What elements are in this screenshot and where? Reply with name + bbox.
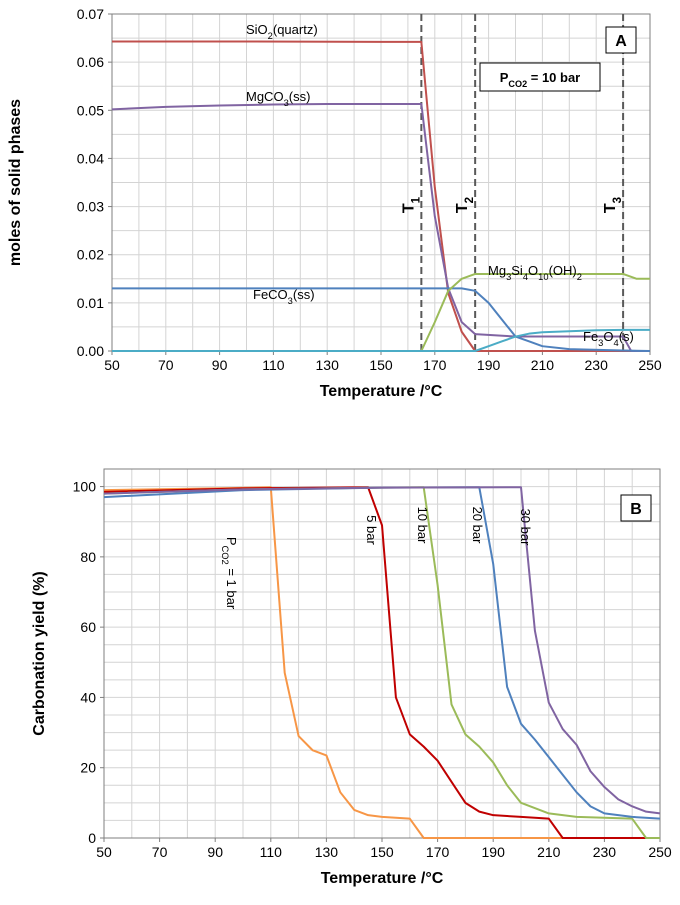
condition-label: PCO2 = 10 bar (500, 70, 581, 89)
series-label-3: FeCO3(ss) (253, 287, 315, 306)
y-tick-label: 0.02 (77, 247, 104, 263)
y-tick-label: 0.03 (77, 199, 104, 215)
series-label-1: PCO2 = 1 bar (220, 537, 239, 610)
panel-a-chart: 50 70 90 110 130 150 170 190 210 230 250 0.00 0.01 0.… (7, 6, 662, 400)
condition-box (479, 62, 601, 92)
series-label-5: 30 bar (518, 509, 533, 547)
y-axis-label: moles of solid phases (7, 99, 24, 266)
panel-label-box (605, 26, 637, 54)
x-tick-label: 230 (593, 844, 617, 860)
x-tick-label: 210 (537, 844, 561, 860)
y-tick-label: 20 (80, 760, 96, 776)
x-tick-label: 150 (369, 357, 393, 373)
x-tick-label: 130 (316, 357, 340, 373)
x-tick-label: 50 (104, 357, 120, 373)
series-line-1 (112, 40, 650, 352)
x-tick-label: 250 (648, 844, 672, 860)
x-tick-label: 230 (585, 357, 609, 373)
series-label-1: SiO2(quartz) (246, 22, 318, 41)
series-label-2: 5 bar (364, 515, 379, 545)
series-label-5: Fe3O4(s) (583, 329, 634, 348)
grid (103, 468, 661, 839)
series-line-2 (103, 486, 660, 839)
y-tick-label: 40 (80, 689, 96, 705)
y-tick-label: 0 (88, 830, 96, 846)
y-tick-label: 100 (73, 479, 97, 495)
series-label-4: Mg3Si4O10(OH)2 (488, 263, 582, 282)
x-axis-label: Temperature /°C (320, 383, 443, 400)
x-axis-label: Temperature /°C (321, 870, 444, 887)
series-label-3: 10 bar (415, 507, 430, 545)
temperature-marker-label: T2 (454, 197, 476, 213)
x-tick-label: 110 (262, 357, 285, 373)
y-tick-label: 0.07 (77, 6, 104, 22)
series-label-2: MgCO3(ss) (246, 89, 310, 108)
series-line-4 (112, 272, 650, 352)
y-tick-label: 0.05 (77, 102, 104, 118)
x-tick-label: 50 (96, 844, 112, 860)
series-label-4: 20 bar (470, 507, 485, 545)
x-tick-label: 250 (638, 357, 662, 373)
x-tick-label: 70 (152, 844, 168, 860)
series-line-3 (112, 287, 651, 352)
series-line-2 (111, 103, 650, 352)
x-tick-label: 190 (477, 357, 501, 373)
x-tick-label: 90 (207, 844, 223, 860)
y-axis-label: Carbonation yield (%) (31, 571, 48, 735)
x-tick-label: 210 (531, 357, 555, 373)
y-tick-label: 0.00 (77, 343, 104, 359)
y-tick-label: 80 (80, 549, 96, 565)
panel-label: B (630, 501, 642, 518)
y-tick-label: 0.04 (77, 150, 104, 166)
panel-label-box (620, 494, 652, 522)
x-tick-label: 70 (158, 357, 174, 373)
x-tick-label: 90 (212, 357, 228, 373)
x-tick-label: 170 (423, 357, 447, 373)
series-line-1 (103, 486, 660, 839)
series-line-5 (112, 328, 650, 352)
x-tick-label: 170 (426, 844, 450, 860)
panel-b-chart: 50 70 90 110 130 150 170 190 210 230 250 0 20 40 60 80 1… (31, 468, 672, 887)
panel-label: A (615, 33, 627, 50)
temperature-marker-label: T3 (602, 197, 624, 213)
y-tick-label: 0.01 (77, 295, 104, 311)
x-tick-label: 190 (482, 844, 506, 860)
y-tick-label: 60 (80, 619, 96, 635)
y-tick-label: 0.06 (77, 54, 104, 70)
series-line-5 (103, 486, 661, 815)
x-tick-label: 110 (260, 844, 283, 860)
x-tick-label: 150 (370, 844, 394, 860)
x-tick-label: 130 (315, 844, 339, 860)
temperature-marker-label: T1 (400, 196, 422, 213)
